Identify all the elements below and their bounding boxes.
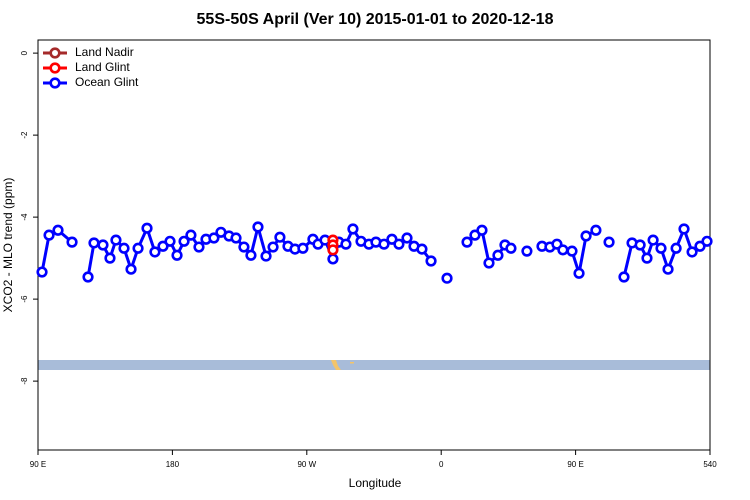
legend-label: Land Nadir: [75, 45, 134, 59]
land-blob: [350, 362, 354, 364]
y-tick-label: -6: [20, 295, 29, 303]
data-point: [110, 234, 122, 246]
data-point: [686, 246, 698, 258]
data-point: [476, 224, 488, 236]
chart-title: 55S-50S April (Ver 10) 2015-01-01 to 202…: [197, 11, 554, 28]
y-tick-label: -2: [20, 131, 29, 139]
y-tick-label: 0: [20, 50, 29, 55]
data-point: [590, 224, 602, 236]
data-point: [178, 235, 190, 247]
data-point: [662, 263, 674, 275]
data-point: [566, 245, 578, 257]
data-point: [52, 224, 64, 236]
data-point: [483, 257, 495, 269]
data-point: [461, 236, 473, 248]
data-point: [157, 240, 169, 252]
data-point: [416, 243, 428, 255]
data-point: [573, 267, 585, 279]
data-point: [557, 244, 569, 256]
x-tick-label: 180: [166, 460, 180, 469]
data-point: [132, 242, 144, 254]
data-point: [378, 238, 390, 250]
x-tick-label: 90 E: [567, 460, 583, 469]
data-point: [66, 236, 78, 248]
x-tick-label: 90 W: [297, 460, 316, 469]
data-point: [327, 244, 339, 256]
data-point: [425, 255, 437, 267]
data-point: [603, 236, 615, 248]
data-point: [580, 230, 592, 242]
data-point: [171, 249, 183, 261]
land-blob: [331, 360, 341, 370]
data-point: [492, 249, 504, 261]
data-point: [141, 222, 153, 234]
y-tick-label: -8: [20, 377, 29, 385]
data-point: [252, 221, 264, 233]
data-point: [634, 239, 646, 251]
data-point: [274, 231, 286, 243]
data-point: [208, 232, 220, 244]
data-point: [245, 249, 257, 261]
data-point: [164, 235, 176, 247]
data-point: [118, 242, 130, 254]
data-point: [82, 271, 94, 283]
data-point: [238, 241, 250, 253]
x-axis-label: Longitude: [349, 476, 402, 490]
data-point: [267, 241, 279, 253]
data-point: [125, 263, 137, 275]
data-point: [230, 232, 242, 244]
data-point: [670, 242, 682, 254]
data-point: [43, 229, 55, 241]
data-point: [347, 223, 359, 235]
legend-marker: [49, 62, 61, 74]
legend-marker: [49, 47, 61, 59]
data-point: [618, 271, 630, 283]
data-point: [647, 234, 659, 246]
data-point: [386, 233, 398, 245]
data-point: [678, 223, 690, 235]
x-tick-label: 90 E: [30, 460, 46, 469]
x-tick-label: 540: [703, 460, 717, 469]
data-point: [505, 242, 517, 254]
data-point: [88, 237, 100, 249]
map-strip: [38, 360, 710, 370]
data-point: [701, 235, 713, 247]
data-point: [193, 241, 205, 253]
data-point: [297, 242, 309, 254]
legend-label: Ocean Glint: [75, 75, 139, 89]
data-point: [36, 266, 48, 278]
y-tick-label: -4: [20, 213, 29, 221]
data-point: [104, 252, 116, 264]
data-point: [469, 229, 481, 241]
data-point: [185, 229, 197, 241]
data-point: [694, 240, 706, 252]
x-tick-label: 0: [439, 460, 444, 469]
data-point: [97, 239, 109, 251]
y-axis-label: XCO2 - MLO trend (ppm): [1, 178, 15, 313]
data-point: [401, 232, 413, 244]
data-point: [641, 252, 653, 264]
data-point: [340, 238, 352, 250]
data-point: [393, 238, 405, 250]
legend-marker: [49, 77, 61, 89]
data-point: [260, 250, 272, 262]
data-point: [655, 242, 667, 254]
legend-label: Land Glint: [75, 60, 130, 74]
data-point: [521, 245, 533, 257]
data-point: [327, 253, 339, 265]
data-point: [149, 246, 161, 258]
data-point: [441, 272, 453, 284]
